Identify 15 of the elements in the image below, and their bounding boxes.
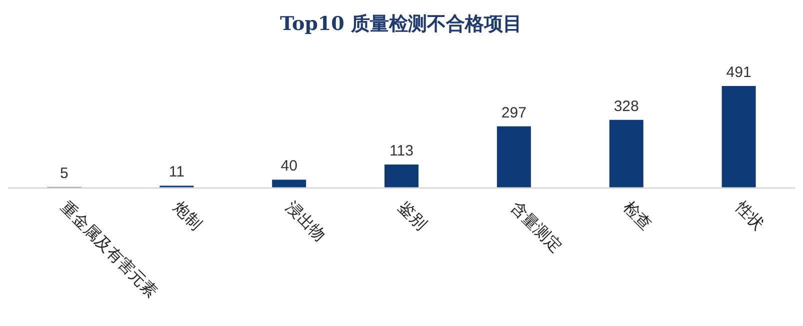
x-tick-label: 炮制 (170, 197, 206, 234)
chart-title: Top10 质量检测不合格项目 (280, 13, 522, 35)
x-tick-label: 重金属及有害元素 (57, 197, 162, 302)
x-tick-label: 含量测定 (507, 197, 566, 256)
x-tick-label: 检查 (620, 197, 656, 234)
x-tick-label: 浸出物 (282, 197, 330, 245)
data-label: 11 (168, 164, 184, 181)
data-label: 113 (390, 142, 414, 160)
x-tick-label: 鉴别 (394, 197, 431, 234)
data-label: 491 (726, 64, 752, 81)
data-label: 40 (280, 158, 298, 175)
data-label: 328 (614, 98, 639, 115)
data-label: 5 (60, 164, 68, 182)
data-label: 297 (501, 104, 526, 122)
x-tick-label: 性状 (731, 196, 768, 234)
